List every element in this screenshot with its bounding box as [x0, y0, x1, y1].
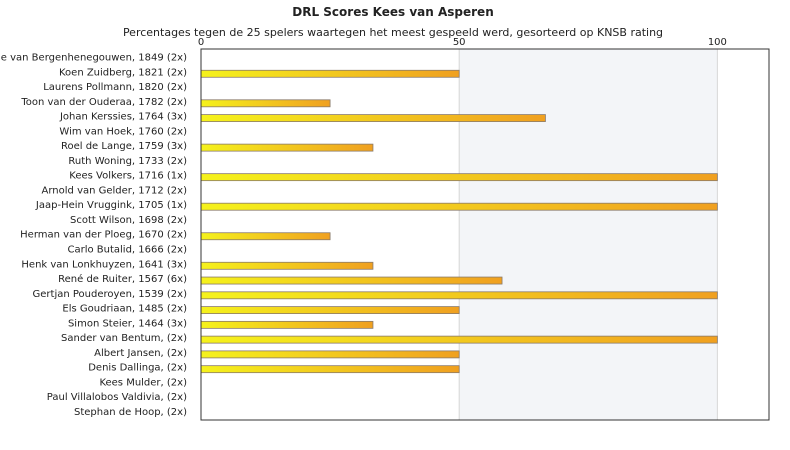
category-label: René de Ruiter, 1567 (6x)	[58, 273, 187, 285]
category-label: Henk van Lonkhuyzen, 1641 (3x)	[21, 259, 187, 270]
bar	[200, 261, 374, 270]
category-label: Arnold van Gelder, 1712 (2x)	[42, 185, 188, 196]
bar	[200, 232, 331, 241]
x-tick-label: 0	[198, 37, 204, 48]
bar	[200, 306, 460, 314]
bar	[200, 69, 460, 78]
bar	[200, 350, 460, 359]
bar	[200, 99, 331, 108]
bar	[200, 143, 374, 152]
category-label: Sander van Bentum, (2x)	[61, 333, 187, 344]
chart-title: DRL Scores Kees van Asperen	[292, 5, 494, 19]
category-label: Gertjan Pouderoyen, 1539 (2x)	[33, 289, 188, 300]
category-label: Simon Steier, 1464 (3x)	[68, 318, 187, 329]
category-label: Denis Dallinga, (2x)	[88, 363, 187, 374]
bar	[200, 291, 718, 300]
plot-area: 0 50 100 Arie van Bergenhenegouwen, 1849 (2…	[0, 37, 770, 421]
category-label: Roel de Lange, 1759 (3x)	[61, 141, 187, 152]
plot-frame	[200, 48, 770, 421]
category-label: Carlo Butalid, 1666 (2x)	[67, 245, 187, 256]
bar	[200, 320, 374, 329]
category-label: Laurens Pollmann, 1820 (2x)	[43, 82, 187, 93]
category-label: Jaap-Hein Vruggink, 1705 (1x)	[35, 200, 187, 211]
bar	[200, 114, 546, 122]
category-label: Albert Jansen, (2x)	[94, 348, 187, 359]
category-label: Herman van der Ploeg, 1670 (2x)	[20, 230, 187, 241]
bar	[200, 276, 503, 285]
category-label: Kees Mulder, (2x)	[99, 377, 187, 388]
category-label: Johan Kerssies, 1764 (3x)	[59, 112, 187, 123]
category-label: Toon van der Ouderaa, 1782 (2x)	[20, 97, 187, 108]
plot-band	[459, 49, 718, 420]
x-tick-label: 100	[708, 37, 727, 48]
chart-subtitle: Percentages tegen de 25 spelers waartege…	[123, 26, 663, 39]
category-label: Ruth Woning, 1733 (2x)	[68, 156, 187, 167]
category-label: Koen Zuidberg, 1821 (2x)	[59, 67, 187, 78]
category-label: Kees Volkers, 1716 (1x)	[69, 171, 187, 182]
bar	[200, 202, 718, 211]
category-label: Stephan de Hoop, (2x)	[74, 407, 187, 418]
x-tick-label: 50	[453, 37, 466, 48]
category-label: Scott Wilson, 1698 (2x)	[70, 215, 187, 226]
category-label: Paul Villalobos Valdivia, (2x)	[47, 392, 187, 403]
bar	[200, 335, 718, 344]
bar	[200, 365, 460, 374]
category-label: Els Goudriaan, 1485 (2x)	[62, 304, 187, 315]
category-label: Wim van Hoek, 1760 (2x)	[59, 126, 187, 137]
category-label: Arie van Bergenhenegouwen, 1849 (2x)	[0, 53, 187, 64]
bar	[200, 173, 718, 182]
